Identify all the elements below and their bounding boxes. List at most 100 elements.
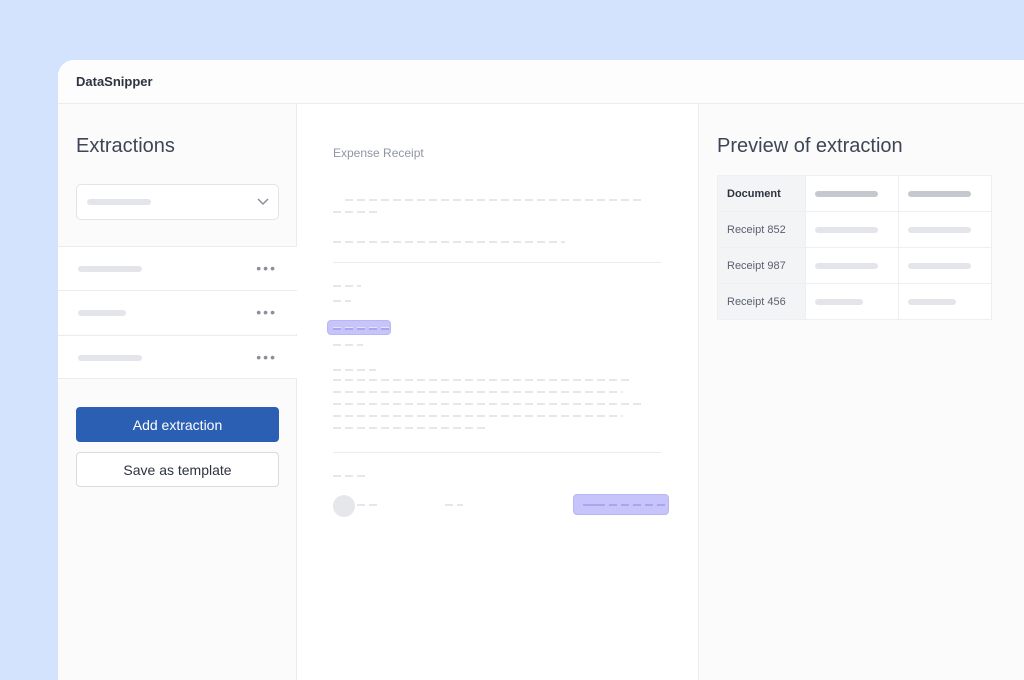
placeholder-text: [333, 211, 341, 213]
save-as-template-button[interactable]: Save as template: [76, 452, 279, 487]
placeholder-text: [457, 504, 463, 506]
placeholder-text: [417, 379, 425, 381]
placeholder-text: [333, 427, 341, 429]
placeholder-text: [609, 403, 617, 405]
extraction-item[interactable]: •••: [58, 335, 297, 379]
placeholder-text: [333, 369, 341, 371]
placeholder-text: [333, 241, 341, 243]
placeholder-text: [381, 403, 389, 405]
placeholder-text: [537, 241, 545, 243]
placeholder-text: [537, 415, 545, 417]
table-row: Receipt 456: [717, 283, 992, 320]
placeholder-text: [477, 415, 485, 417]
placeholder-text: [525, 391, 533, 393]
placeholder-text: [477, 403, 485, 405]
placeholder-text: [381, 415, 389, 417]
placeholder-text: [345, 211, 353, 213]
placeholder-text: [369, 403, 377, 405]
placeholder-text: [609, 199, 617, 201]
document-viewer: Expense Receipt: [297, 104, 699, 680]
placeholder-text: [441, 403, 449, 405]
divider: [333, 262, 661, 263]
placeholder-text: [585, 391, 593, 393]
placeholder-text: [465, 427, 473, 429]
placeholder-text: [393, 391, 401, 393]
placeholder-text: [453, 379, 461, 381]
more-horizontal-icon[interactable]: •••: [256, 260, 277, 276]
placeholder-text: [453, 199, 461, 201]
placeholder-text: [573, 199, 581, 201]
placeholder-text: [633, 504, 641, 506]
app-title: DataSnipper: [58, 60, 1024, 104]
chevron-down-icon: [257, 198, 269, 206]
placeholder-text: [381, 241, 389, 243]
placeholder-text: [657, 504, 665, 506]
placeholder-text: [561, 379, 569, 381]
extractions-title: Extractions: [76, 135, 175, 157]
avatar: [333, 495, 355, 517]
placeholder-text: [597, 415, 605, 417]
placeholder-text: [465, 379, 473, 381]
table-row: Receipt 987: [717, 247, 992, 284]
placeholder-text: [621, 403, 629, 405]
placeholder-text: [453, 241, 461, 243]
placeholder-text: [597, 379, 605, 381]
placeholder-text: [345, 328, 353, 330]
placeholder-text: [453, 403, 461, 405]
placeholder-text: [645, 504, 653, 506]
placeholder-text: [357, 328, 365, 330]
placeholder-text: [357, 415, 365, 417]
placeholder-text: [489, 241, 497, 243]
placeholder-text: [369, 328, 377, 330]
preview-table: Document Receipt 852 Receipt 987 Receipt…: [717, 175, 992, 320]
placeholder-text: [333, 328, 341, 330]
extractions-panel: Extractions ••• ••• ••• Add extraction S…: [58, 104, 297, 680]
extraction-dropdown[interactable]: [76, 184, 279, 220]
placeholder-text: [417, 391, 425, 393]
placeholder-text: [501, 379, 509, 381]
add-extraction-button[interactable]: Add extraction: [76, 407, 279, 442]
placeholder-text: [405, 199, 413, 201]
placeholder-text: [513, 415, 521, 417]
extraction-item[interactable]: •••: [58, 246, 297, 290]
extraction-item[interactable]: •••: [58, 290, 297, 334]
placeholder-text: [465, 403, 473, 405]
placeholder-text: [369, 211, 377, 213]
placeholder-text: [501, 241, 509, 243]
placeholder-text: [537, 199, 545, 201]
placeholder-text: [585, 379, 593, 381]
placeholder-text: [489, 403, 497, 405]
placeholder-text: [393, 427, 401, 429]
more-horizontal-icon[interactable]: •••: [256, 349, 277, 365]
row-label: Receipt 852: [717, 211, 806, 248]
placeholder-text: [609, 391, 617, 393]
placeholder-text: [573, 391, 581, 393]
placeholder-text: [345, 415, 353, 417]
placeholder-text: [393, 199, 401, 201]
placeholder-text: [477, 241, 485, 243]
placeholder-text: [537, 379, 545, 381]
row-label: Receipt 987: [717, 247, 806, 284]
placeholder-text: [417, 199, 425, 201]
placeholder-text: [561, 403, 569, 405]
placeholder-text: [429, 415, 437, 417]
more-horizontal-icon[interactable]: •••: [256, 304, 277, 320]
placeholder-text: [429, 403, 437, 405]
placeholder-text: [357, 504, 365, 506]
placeholder-text: [585, 415, 593, 417]
placeholder-text: [369, 199, 377, 201]
placeholder-text: [585, 403, 593, 405]
placeholder-text: [441, 415, 449, 417]
placeholder-text: [345, 344, 353, 346]
placeholder-text: [333, 300, 341, 302]
placeholder-text: [489, 391, 497, 393]
divider: [333, 452, 661, 453]
placeholder-text: [465, 415, 473, 417]
placeholder-text: [549, 241, 557, 243]
placeholder-text: [417, 403, 425, 405]
placeholder-text: [621, 199, 629, 201]
column-header: Document: [727, 187, 781, 200]
placeholder-text: [429, 199, 437, 201]
placeholder-text: [429, 391, 437, 393]
placeholder-text: [369, 504, 377, 506]
